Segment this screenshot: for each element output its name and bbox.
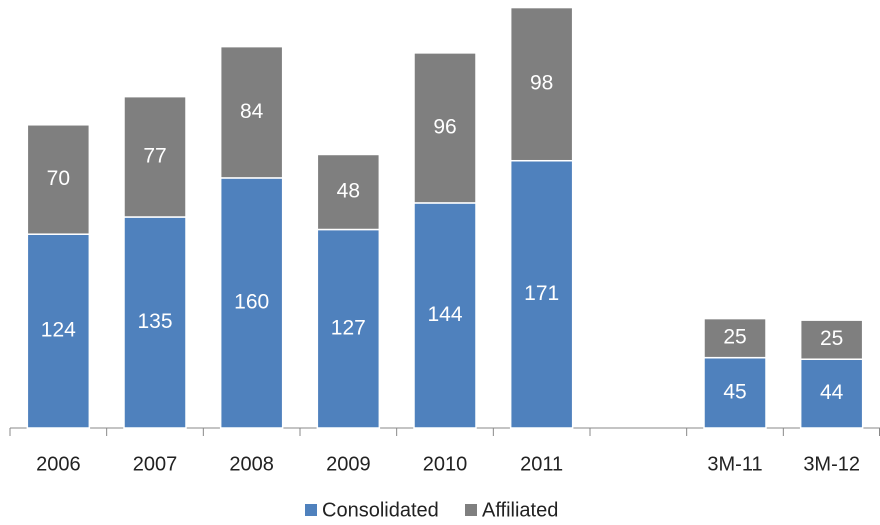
legend-swatch	[465, 504, 477, 516]
legend-label: Consolidated	[322, 499, 439, 521]
data-label: 171	[524, 282, 559, 305]
data-label: 98	[530, 72, 553, 95]
data-label: 96	[433, 115, 456, 138]
bar-segment	[219, 45, 284, 179]
data-label: 84	[240, 100, 264, 123]
data-label: 77	[143, 144, 166, 167]
data-label: 160	[234, 291, 269, 314]
data-label: 48	[337, 180, 360, 203]
data-label: 144	[427, 303, 462, 326]
bar-segment	[509, 159, 574, 429]
bar-segment	[219, 177, 284, 429]
bar-segment	[316, 153, 381, 231]
x-tick-label: 3M-12	[803, 453, 860, 475]
bar-segment	[703, 356, 767, 429]
bar-segment	[413, 202, 477, 429]
x-tick-label: 2007	[133, 453, 178, 475]
data-label: 70	[47, 167, 70, 190]
x-tick-label: 2008	[229, 453, 274, 475]
bar-segment	[799, 358, 864, 429]
x-tick-label: 2009	[326, 453, 371, 475]
data-label: 25	[723, 326, 746, 349]
data-label: 127	[331, 316, 366, 339]
data-label: 124	[41, 319, 76, 342]
bar-segment	[123, 95, 187, 218]
legend-swatch	[305, 504, 317, 516]
bar-segment	[799, 319, 864, 360]
x-tick-label: 2010	[423, 453, 468, 475]
bar-segment	[413, 52, 477, 204]
data-label: 45	[723, 380, 746, 403]
bar-segment	[703, 317, 767, 359]
bar-segment	[123, 216, 187, 429]
data-label: 44	[820, 381, 844, 404]
bar-segment	[509, 6, 574, 162]
x-tick-label: 2011	[520, 453, 563, 475]
legend-label: Affiliated	[482, 499, 558, 521]
data-label: 25	[820, 327, 843, 350]
bar-segment	[26, 233, 91, 429]
x-tick-label: 3M-11	[707, 453, 762, 475]
data-label: 135	[137, 310, 172, 333]
x-tick-label: 2006	[36, 453, 81, 475]
bar-segment	[26, 124, 91, 235]
